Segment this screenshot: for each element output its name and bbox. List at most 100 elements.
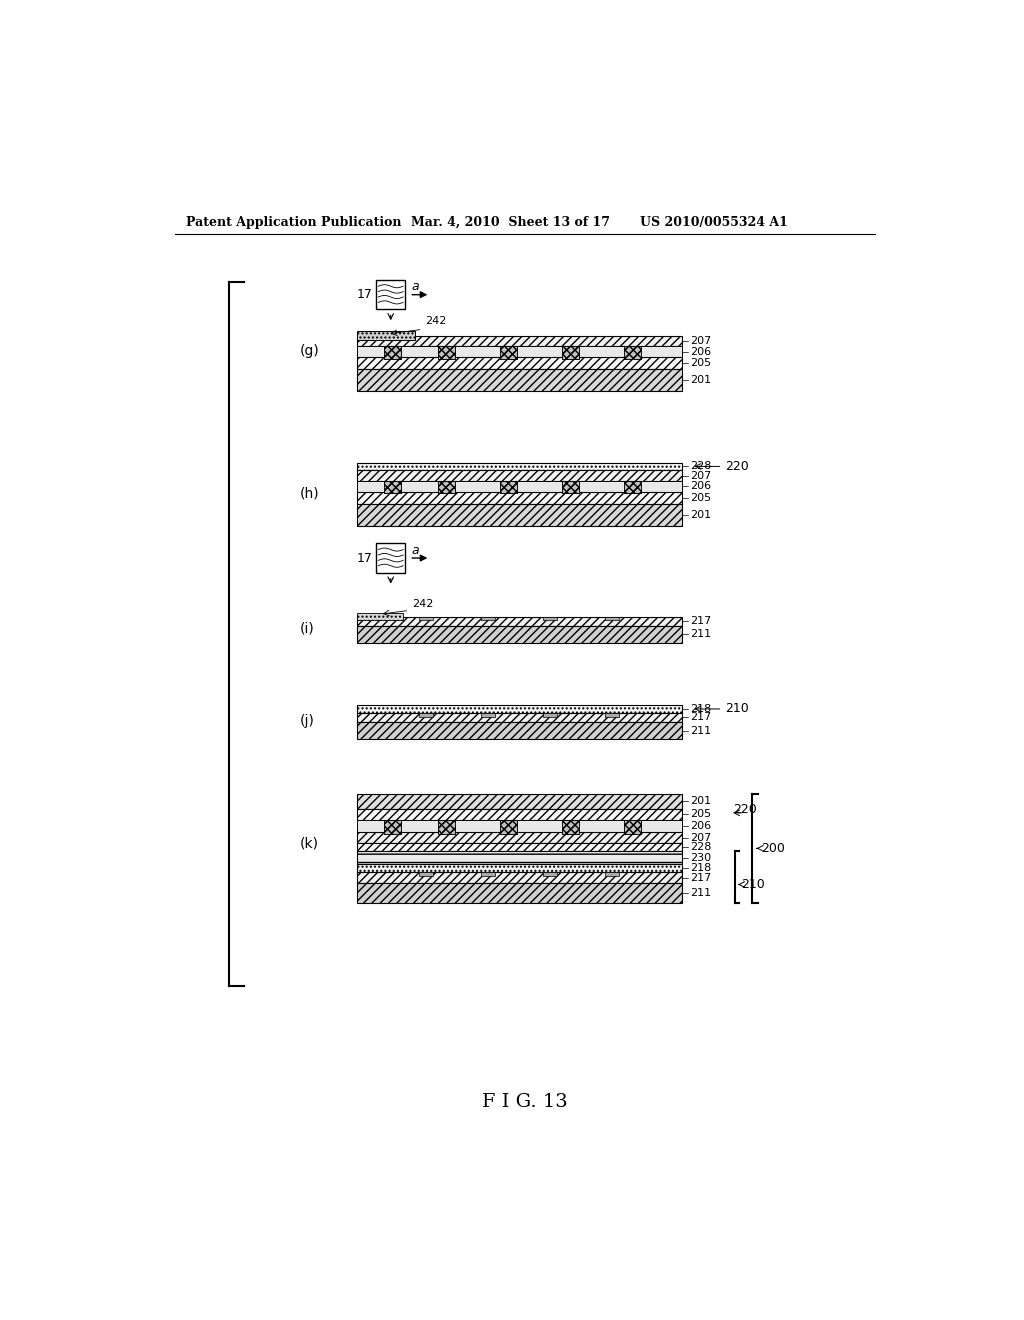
Bar <box>419 616 432 620</box>
Text: 211: 211 <box>690 630 711 639</box>
Bar <box>562 820 579 834</box>
Bar <box>562 820 579 834</box>
Bar <box>438 820 455 834</box>
Bar <box>438 820 455 834</box>
Bar <box>356 883 682 903</box>
Bar <box>500 480 517 494</box>
Bar <box>500 820 517 834</box>
Text: 207: 207 <box>690 471 711 480</box>
Bar <box>384 480 400 494</box>
Bar <box>543 616 557 620</box>
Text: 220: 220 <box>733 804 757 816</box>
Bar <box>356 809 682 820</box>
Bar <box>543 713 557 717</box>
Bar <box>356 612 403 620</box>
Bar <box>624 820 641 834</box>
Text: 217: 217 <box>690 616 711 626</box>
Text: 218: 218 <box>690 863 711 874</box>
Bar <box>356 722 682 739</box>
Text: 205: 205 <box>690 492 711 503</box>
Bar <box>604 873 618 876</box>
Bar <box>562 346 579 359</box>
Bar <box>624 346 641 359</box>
Bar <box>356 504 682 525</box>
Text: 210: 210 <box>725 702 749 715</box>
Bar <box>356 873 682 883</box>
Bar <box>356 616 682 626</box>
Bar <box>419 713 432 717</box>
Bar <box>356 820 682 832</box>
Text: 201: 201 <box>690 796 711 807</box>
Text: 228: 228 <box>690 842 712 851</box>
Bar <box>562 480 579 494</box>
Bar <box>438 480 455 494</box>
Bar <box>604 616 618 620</box>
Text: 206: 206 <box>690 482 711 491</box>
Text: 242: 242 <box>425 317 446 326</box>
Bar <box>356 462 682 470</box>
Text: 207: 207 <box>690 335 711 346</box>
Bar <box>438 346 455 359</box>
Bar <box>356 793 682 809</box>
Bar <box>356 865 682 873</box>
Text: Mar. 4, 2010  Sheet 13 of 17: Mar. 4, 2010 Sheet 13 of 17 <box>411 216 610 230</box>
Bar <box>356 850 682 865</box>
Bar <box>480 616 495 620</box>
Bar <box>624 480 641 494</box>
Text: 217: 217 <box>690 713 711 722</box>
Text: 207: 207 <box>690 833 711 842</box>
Bar <box>384 820 400 834</box>
Bar <box>356 832 682 843</box>
Text: 201: 201 <box>690 375 711 385</box>
Bar <box>480 713 495 717</box>
Text: (i): (i) <box>300 622 314 635</box>
Bar <box>438 346 455 359</box>
Text: 205: 205 <box>690 809 711 820</box>
Text: F I G. 13: F I G. 13 <box>482 1093 567 1110</box>
Bar <box>376 544 406 573</box>
Text: 242: 242 <box>413 599 434 609</box>
Bar <box>384 820 400 834</box>
Bar <box>624 346 641 359</box>
Text: 17: 17 <box>357 552 373 565</box>
Text: 230: 230 <box>690 853 711 862</box>
Text: (j): (j) <box>300 714 315 727</box>
Text: (k): (k) <box>300 837 319 850</box>
Text: 220: 220 <box>725 459 749 473</box>
Bar <box>500 346 517 359</box>
Text: a: a <box>412 544 419 557</box>
Text: 210: 210 <box>741 878 765 891</box>
Bar <box>376 280 406 309</box>
Text: 217: 217 <box>690 873 711 883</box>
Bar <box>356 705 682 713</box>
Text: 218: 218 <box>690 704 711 714</box>
Bar <box>604 713 618 717</box>
Text: a: a <box>412 280 419 293</box>
Text: 17: 17 <box>357 288 373 301</box>
Text: (h): (h) <box>300 486 319 500</box>
Bar <box>356 335 682 346</box>
Bar <box>562 480 579 494</box>
Text: 206: 206 <box>690 821 711 832</box>
Bar <box>624 480 641 494</box>
Bar <box>356 492 682 504</box>
Text: 205: 205 <box>690 358 711 368</box>
Text: 200: 200 <box>761 842 785 855</box>
Bar <box>543 873 557 876</box>
Text: 206: 206 <box>690 347 711 356</box>
Bar <box>384 346 400 359</box>
Text: 228: 228 <box>690 462 712 471</box>
Bar <box>356 843 682 850</box>
Bar <box>500 346 517 359</box>
Bar <box>384 346 400 359</box>
Bar <box>480 873 495 876</box>
Bar <box>438 480 455 494</box>
Text: 211: 211 <box>690 888 711 898</box>
Bar <box>356 331 415 341</box>
Bar <box>356 626 682 643</box>
Bar <box>356 358 682 370</box>
Text: US 2010/0055324 A1: US 2010/0055324 A1 <box>640 216 787 230</box>
Bar <box>356 370 682 391</box>
Bar <box>356 470 682 480</box>
Text: Patent Application Publication: Patent Application Publication <box>186 216 401 230</box>
